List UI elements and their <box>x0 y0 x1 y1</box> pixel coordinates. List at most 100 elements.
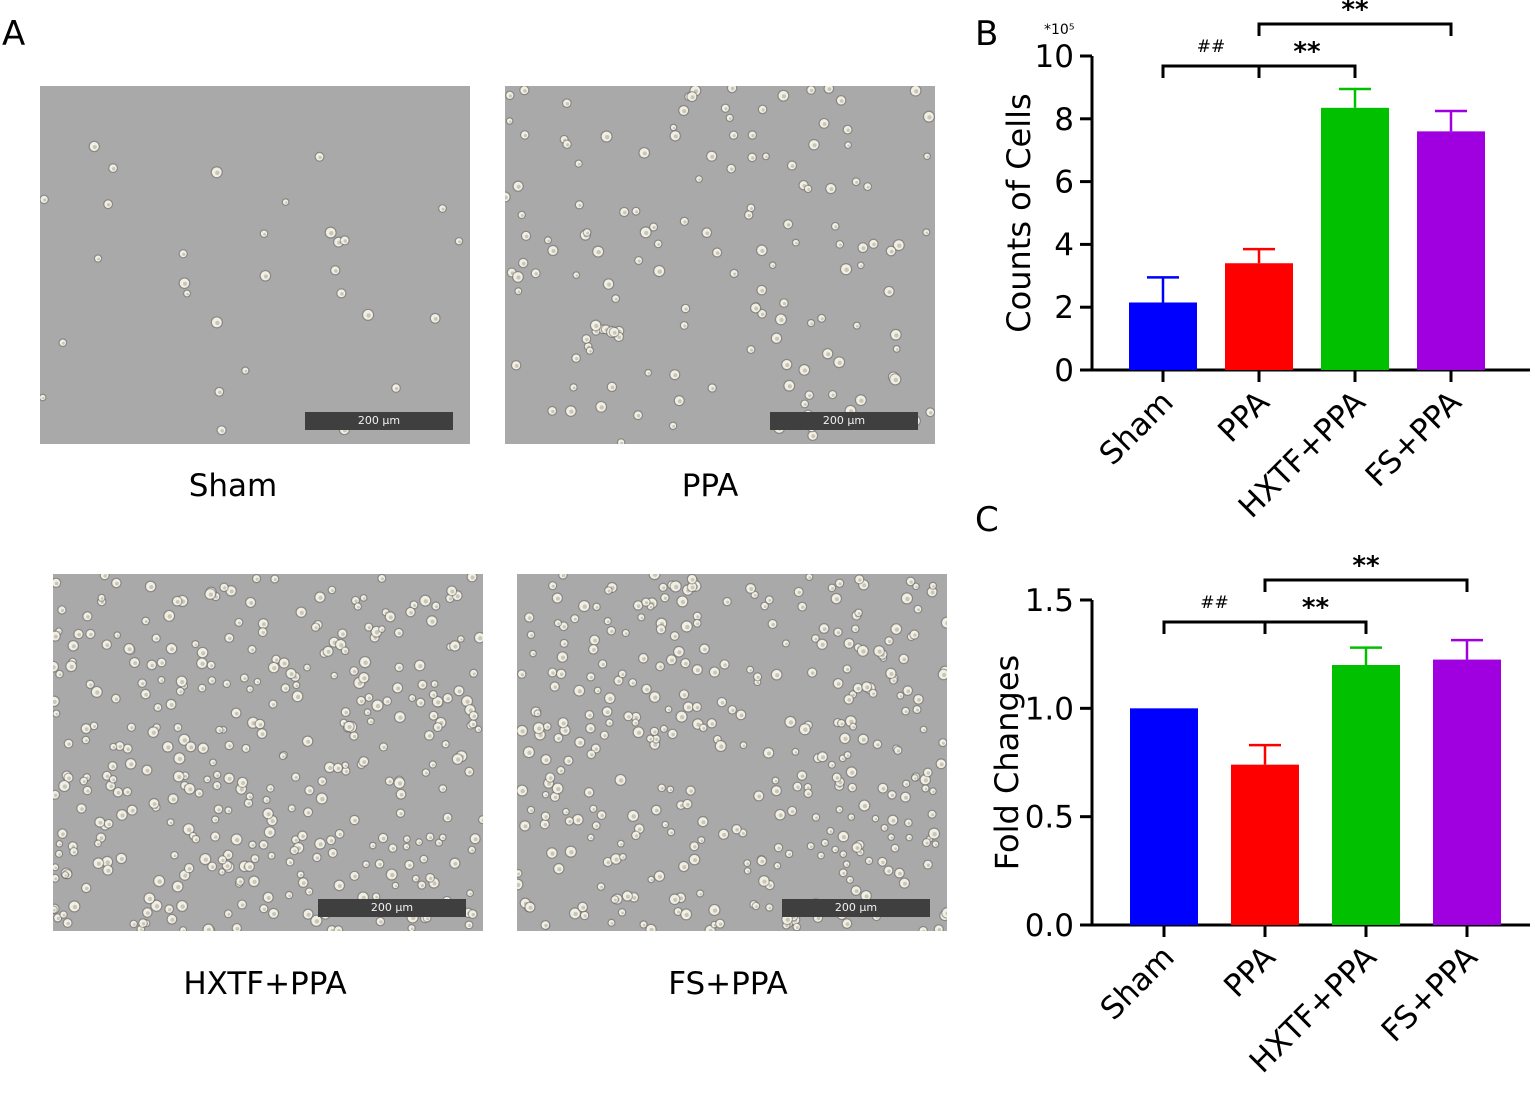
cell-nucleus <box>726 600 730 604</box>
cell-nucleus <box>481 818 483 822</box>
cell-nucleus <box>672 126 676 130</box>
cell-nucleus <box>826 352 831 357</box>
cell-nucleus <box>268 830 273 835</box>
cell-nucleus <box>713 670 718 675</box>
cell-nucleus <box>430 619 435 624</box>
bar <box>1332 665 1400 925</box>
cell-nucleus <box>337 928 341 931</box>
cell-nucleus <box>293 849 297 853</box>
cell-nucleus <box>201 687 205 691</box>
cell-nucleus <box>684 912 689 918</box>
cell-nucleus <box>693 845 697 849</box>
cell-nucleus <box>750 207 754 211</box>
cell-nucleus <box>60 608 65 613</box>
cell-nucleus <box>592 648 596 652</box>
cell-nucleus <box>338 832 342 837</box>
cell-nucleus <box>85 739 88 742</box>
cell-nucleus <box>728 117 732 120</box>
panel-a-label: A <box>2 14 26 54</box>
cell-nucleus <box>58 673 62 677</box>
cell-nucleus <box>61 832 65 837</box>
cell-nucleus <box>263 232 267 236</box>
cell-nucleus <box>855 846 860 850</box>
cell-nucleus <box>223 586 227 590</box>
cell-nucleus <box>255 577 259 581</box>
cell-nucleus <box>354 599 358 603</box>
cell-nucleus <box>263 274 269 279</box>
cell-nucleus <box>77 632 81 637</box>
cell-nucleus <box>649 927 654 931</box>
cell-nucleus <box>861 246 866 251</box>
cell-nucleus <box>585 337 589 342</box>
cell-nucleus <box>890 793 895 798</box>
cell-nucleus <box>266 895 271 900</box>
cell-nucleus <box>634 721 638 725</box>
significance-label: ** <box>1302 593 1330 623</box>
cell-nucleus <box>386 700 390 704</box>
cell-nucleus <box>126 790 130 794</box>
cell-nucleus <box>375 895 379 899</box>
cell-nucleus <box>914 777 917 780</box>
cell-nucleus <box>586 231 590 235</box>
cell-nucleus <box>54 581 59 586</box>
cell-nucleus <box>182 929 185 931</box>
cell-nucleus <box>696 622 700 626</box>
cell-nucleus <box>306 739 311 744</box>
cell-nucleus <box>682 865 687 870</box>
cell-nucleus <box>865 685 870 690</box>
cell-nucleus <box>261 622 266 627</box>
cell-nucleus <box>251 843 255 847</box>
cell-nucleus <box>924 787 928 791</box>
cell-nucleus <box>682 693 687 697</box>
cell-nucleus <box>388 615 393 620</box>
cell-nucleus <box>166 745 171 750</box>
significance-bracket <box>1162 620 1267 634</box>
cell-nucleus <box>98 820 103 825</box>
cell-nucleus <box>569 850 574 855</box>
cell-nucleus <box>755 905 758 908</box>
cell-nucleus <box>835 776 840 780</box>
cell-nucleus <box>175 599 180 604</box>
cell-nucleus <box>917 608 921 612</box>
cell-nucleus <box>523 824 528 829</box>
cell-nucleus <box>650 878 653 882</box>
cell-nucleus <box>107 203 111 207</box>
cell-nucleus <box>82 780 86 784</box>
cell-nucleus <box>234 711 239 716</box>
bar <box>1433 659 1501 925</box>
cell-nucleus <box>471 912 475 917</box>
cell-nucleus <box>523 133 528 138</box>
cell-nucleus <box>365 863 368 867</box>
cell-nucleus <box>160 679 164 682</box>
cell-nucleus <box>406 838 409 841</box>
cell-nucleus <box>95 690 100 695</box>
cell-nucleus <box>249 688 252 691</box>
cell-nucleus <box>295 684 299 687</box>
cell-nucleus <box>112 778 116 782</box>
cell-nucleus <box>934 843 938 846</box>
cell-nucleus <box>614 297 618 301</box>
cell-nucleus <box>127 647 132 652</box>
cell-nucleus <box>211 679 214 683</box>
cell-nucleus <box>613 898 617 902</box>
cell-nucleus <box>427 734 432 738</box>
cell-nucleus <box>53 908 56 912</box>
cell-nucleus <box>607 589 611 593</box>
cell-nucleus <box>635 210 639 214</box>
cell-nucleus <box>42 396 45 400</box>
cell-nucleus <box>391 847 395 851</box>
cell-nucleus <box>834 848 838 852</box>
cell-nucleus <box>409 610 413 615</box>
cell-nucleus <box>577 162 581 166</box>
cell-nucleus <box>195 838 198 842</box>
cell-nucleus <box>301 881 306 886</box>
cell-nucleus <box>644 230 649 236</box>
cell-nucleus <box>411 697 415 700</box>
cell-nucleus <box>768 883 773 888</box>
cell-nucleus <box>318 842 323 847</box>
cell-nucleus <box>578 740 583 745</box>
cell-nucleus <box>906 689 911 694</box>
cell-nucleus <box>331 589 334 592</box>
significance-bracket <box>1263 620 1368 634</box>
cell-nucleus <box>614 857 619 862</box>
